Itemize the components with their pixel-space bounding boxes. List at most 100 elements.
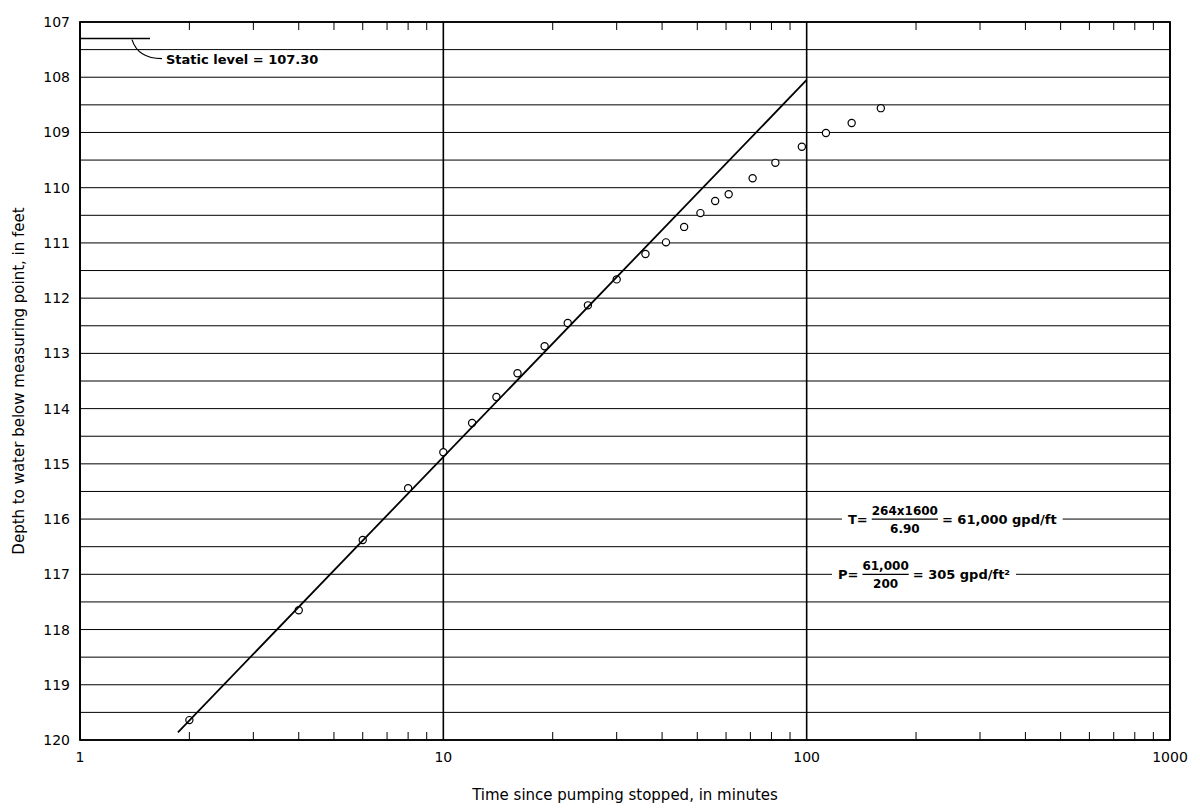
formula-denominator: 6.90 [890,522,920,536]
x-minor-tick [662,732,663,740]
y-grid-line [80,77,1170,78]
y-tick-label: 116 [43,511,70,527]
y-minor-grid-line [80,215,1170,216]
x-minor-tick [726,732,727,740]
x-tick-label: 100 [793,749,820,765]
y-tick-label: 110 [43,180,70,196]
data-point [514,370,521,377]
data-point [697,209,704,216]
y-grid-line [80,629,1170,630]
fraction-bar [872,518,938,519]
y-tick-label: 120 [43,732,70,748]
y-tick-label: 114 [43,401,70,417]
data-point [642,250,649,257]
y-axis-title: Depth to water below measuring point, in… [10,207,28,554]
y-grid-line [80,187,1170,188]
y-tick-label: 115 [43,456,70,472]
data-point [725,191,732,198]
x-minor-tick [790,22,791,30]
x-minor-tick [697,22,698,30]
x-minor-tick [408,22,409,30]
formula-numerator: 264x1600 [872,504,938,518]
static-level-line [80,38,150,40]
x-minor-tick [333,22,334,30]
formula: T=264x16006.90= 61,000 gpd/ft [842,503,1063,537]
x-minor-tick [750,732,751,740]
y-minor-grid-line [80,104,1170,105]
data-point [749,175,756,182]
x-minor-tick [253,732,254,740]
x-minor-tick [387,22,388,30]
y-grid-line [80,132,1170,133]
data-point [848,119,855,126]
y-grid-line [80,463,1170,464]
formula-result: = 305 gpd/ft² [913,567,1010,582]
x-tick-label: 10 [434,749,452,765]
x-minor-tick [1113,732,1114,740]
x-axis-title: Time since pumping stopped, in minutes [471,786,778,804]
y-minor-grid-line [80,49,1170,50]
x-minor-tick [616,22,617,30]
y-minor-grid-line [80,601,1170,602]
label-background [832,558,1016,592]
x-minor-tick [1025,22,1026,30]
x-minor-tick [697,732,698,740]
y-grid-line [80,298,1170,299]
data-point [681,223,688,230]
x-minor-tick [916,732,917,740]
y-grid-line [80,408,1170,409]
data-point [822,129,829,136]
y-minor-grid-line [80,657,1170,658]
x-minor-tick [662,22,663,30]
y-minor-grid-line [80,546,1170,547]
y-minor-grid-line [80,160,1170,161]
label-background [842,503,1063,537]
x-minor-tick [1113,22,1114,30]
x-minor-tick [362,22,363,30]
x-minor-tick [189,22,190,30]
data-point [877,105,884,112]
static-level-label: Static level = 107.30 [166,52,318,67]
x-minor-tick [298,732,299,740]
x-minor-tick [771,732,772,740]
x-minor-tick [552,732,553,740]
y-minor-grid-line [80,491,1170,492]
formula-denominator: 200 [873,577,898,591]
x-grid-line [806,22,808,740]
label-background [163,51,321,68]
x-minor-tick [771,22,772,30]
grid [80,22,1170,740]
x-minor-tick [1153,732,1154,740]
x-minor-tick [1134,732,1135,740]
x-minor-tick [1134,22,1135,30]
y-minor-grid-line [80,270,1170,271]
x-tick-label: 1 [76,749,85,765]
y-minor-grid-line [80,325,1170,326]
y-tick-label: 112 [43,290,70,306]
x-minor-tick [726,22,727,30]
x-minor-tick [790,732,791,740]
data-point [772,159,779,166]
x-minor-tick [253,22,254,30]
y-tick-label: 118 [43,622,70,638]
y-minor-grid-line [80,436,1170,437]
x-minor-tick [408,732,409,740]
x-minor-tick [387,732,388,740]
x-minor-tick [980,22,981,30]
data-point [662,239,669,246]
y-grid-line [80,684,1170,685]
y-minor-grid-line [80,712,1170,713]
x-minor-tick [362,732,363,740]
fraction-bar [862,574,908,575]
tick-labels: 1071081091101111121131141151161171181191… [43,14,1188,765]
x-minor-tick [552,22,553,30]
y-tick-label: 117 [43,566,70,582]
plot-frame [80,22,1170,740]
x-minor-tick [916,22,917,30]
formula-result: = 61,000 gpd/ft [942,512,1057,527]
x-grid-line [443,22,445,740]
data-point [712,197,719,204]
x-minor-tick [426,732,427,740]
y-tick-label: 119 [43,677,70,693]
chart: 1071081091101111121131141151161171181191… [0,0,1200,810]
